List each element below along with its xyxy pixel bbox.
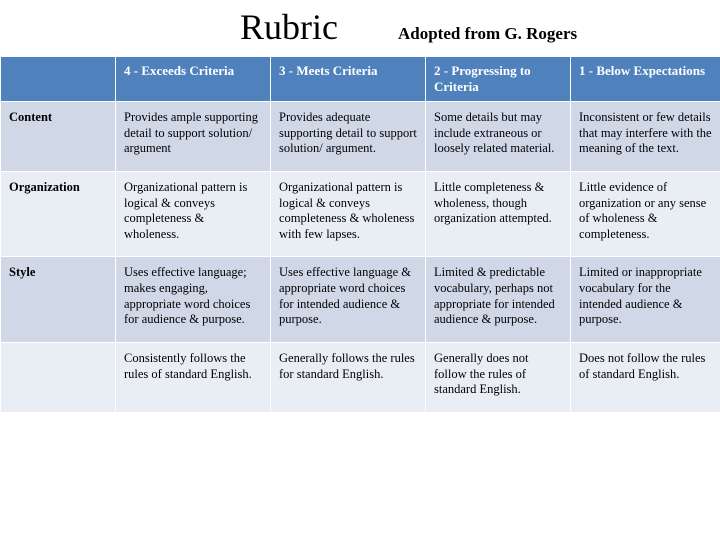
col-header-2: 2 - Progressing to Criteria [426,57,571,102]
row-label-style: Style [1,257,116,343]
table-row: Content Provides ample supporting detail… [1,102,720,172]
col-header-4: 4 - Exceeds Criteria [116,57,271,102]
col-header-3: 3 - Meets Criteria [271,57,426,102]
table-row: Style Uses effective language; makes eng… [1,257,720,343]
cell: Uses effective language; makes engaging,… [116,257,271,343]
cell: Does not follow the rules of standard En… [571,342,720,412]
cell: Organizational pattern is logical & conv… [116,171,271,257]
cell: Consistently follows the rules of standa… [116,342,271,412]
row-label-content: Content [1,102,116,172]
cell: Little evidence of organization or any s… [571,171,720,257]
cell: Little completeness & wholeness, though … [426,171,571,257]
table-header-row: 4 - Exceeds Criteria 3 - Meets Criteria … [1,57,720,102]
cell: Provides adequate supporting detail to s… [271,102,426,172]
header: Rubric Adopted from G. Rogers [0,0,720,56]
cell: Some details but may include extraneous … [426,102,571,172]
table-row: Consistently follows the rules of standa… [1,342,720,412]
attribution: Adopted from G. Rogers [398,24,577,44]
page-title: Rubric [240,6,338,48]
cell: Provides ample supporting detail to supp… [116,102,271,172]
cell: Uses effective language & appropriate wo… [271,257,426,343]
cell: Organizational pattern is logical & conv… [271,171,426,257]
header-blank [1,57,116,102]
row-label-organization: Organization [1,171,116,257]
cell: Generally does not follow the rules of s… [426,342,571,412]
cell: Generally follows the rules for standard… [271,342,426,412]
row-label-blank [1,342,116,412]
cell: Limited & predictable vocabulary, perhap… [426,257,571,343]
table-row: Organization Organizational pattern is l… [1,171,720,257]
cell: Limited or inappropriate vocabulary for … [571,257,720,343]
rubric-table: 4 - Exceeds Criteria 3 - Meets Criteria … [0,56,720,413]
col-header-1: 1 - Below Expectations [571,57,720,102]
cell: Inconsistent or few details that may int… [571,102,720,172]
